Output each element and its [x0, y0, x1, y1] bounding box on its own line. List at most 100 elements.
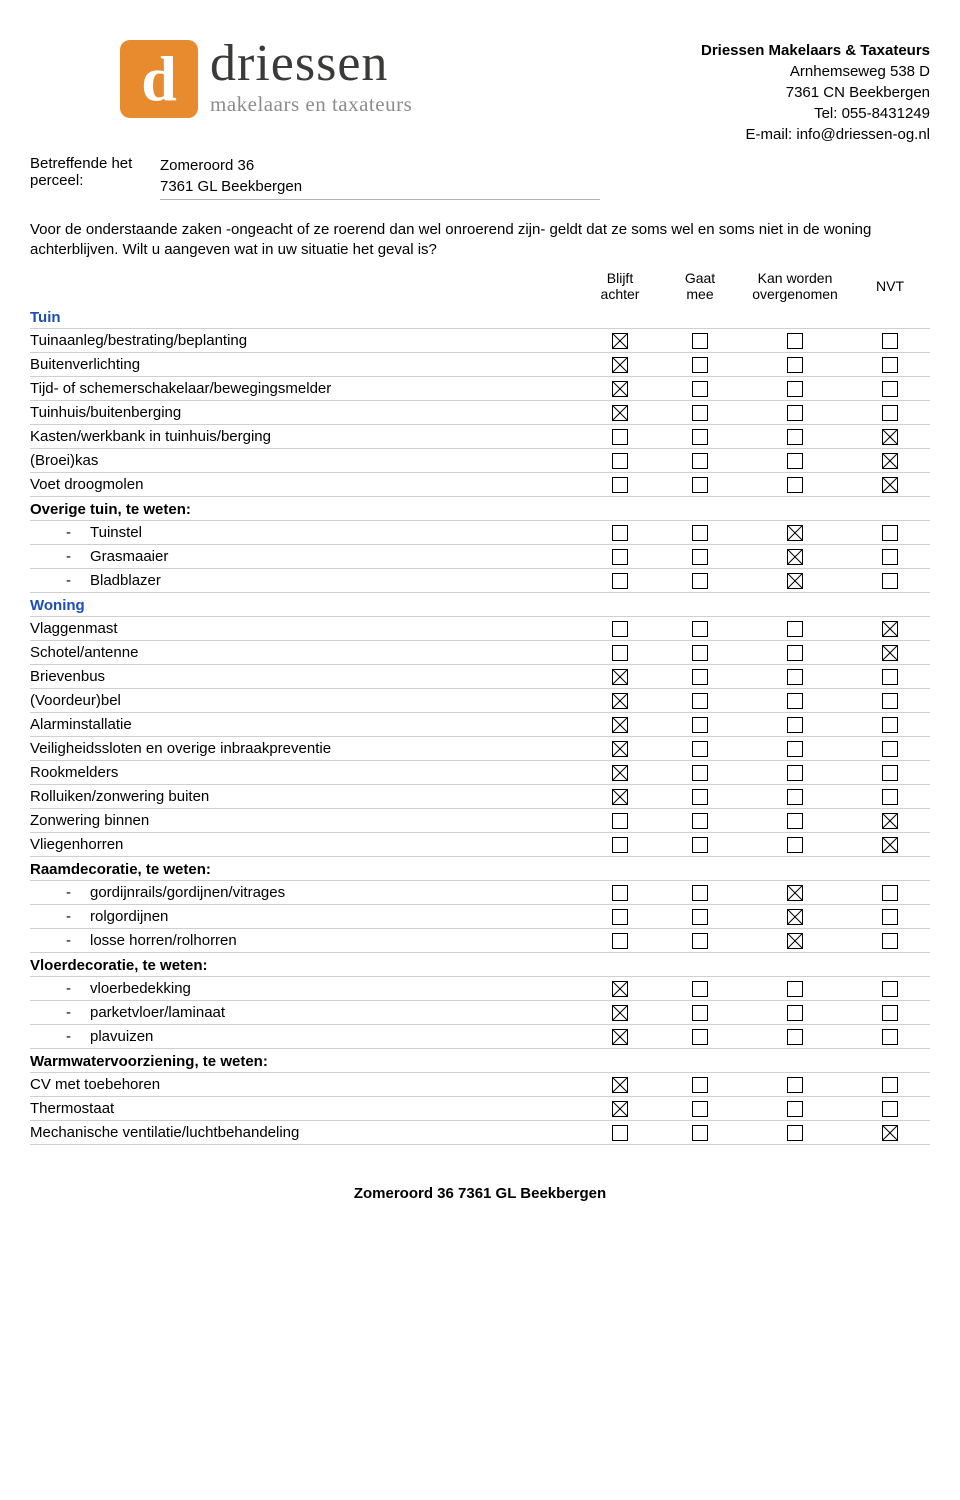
checkbox-empty-icon[interactable]: [882, 573, 898, 589]
checkbox-empty-icon[interactable]: [882, 765, 898, 781]
checkbox-empty-icon[interactable]: [787, 837, 803, 853]
checkbox-empty-icon[interactable]: [787, 981, 803, 997]
checkbox-checked-icon[interactable]: [882, 477, 898, 493]
checkbox-empty-icon[interactable]: [787, 621, 803, 637]
checkbox-checked-icon[interactable]: [612, 333, 628, 349]
checkbox-empty-icon[interactable]: [882, 933, 898, 949]
checkbox-empty-icon[interactable]: [692, 717, 708, 733]
checkbox-empty-icon[interactable]: [882, 1005, 898, 1021]
checkbox-checked-icon[interactable]: [882, 645, 898, 661]
checkbox-empty-icon[interactable]: [787, 1029, 803, 1045]
checkbox-empty-icon[interactable]: [882, 909, 898, 925]
checkbox-checked-icon[interactable]: [612, 669, 628, 685]
checkbox-empty-icon[interactable]: [692, 1101, 708, 1117]
checkbox-empty-icon[interactable]: [692, 381, 708, 397]
checkbox-empty-icon[interactable]: [692, 477, 708, 493]
checkbox-empty-icon[interactable]: [692, 525, 708, 541]
checkbox-empty-icon[interactable]: [692, 837, 708, 853]
checkbox-checked-icon[interactable]: [882, 621, 898, 637]
checkbox-empty-icon[interactable]: [692, 405, 708, 421]
checkbox-empty-icon[interactable]: [787, 453, 803, 469]
checkbox-empty-icon[interactable]: [692, 549, 708, 565]
checkbox-empty-icon[interactable]: [612, 885, 628, 901]
checkbox-empty-icon[interactable]: [692, 765, 708, 781]
checkbox-checked-icon[interactable]: [612, 765, 628, 781]
checkbox-empty-icon[interactable]: [692, 1029, 708, 1045]
checkbox-empty-icon[interactable]: [787, 765, 803, 781]
checkbox-empty-icon[interactable]: [882, 381, 898, 397]
checkbox-empty-icon[interactable]: [692, 621, 708, 637]
checkbox-checked-icon[interactable]: [787, 885, 803, 901]
checkbox-checked-icon[interactable]: [612, 693, 628, 709]
checkbox-empty-icon[interactable]: [692, 573, 708, 589]
checkbox-checked-icon[interactable]: [612, 717, 628, 733]
checkbox-empty-icon[interactable]: [692, 909, 708, 925]
checkbox-empty-icon[interactable]: [612, 453, 628, 469]
checkbox-checked-icon[interactable]: [612, 741, 628, 757]
checkbox-empty-icon[interactable]: [692, 885, 708, 901]
checkbox-empty-icon[interactable]: [787, 1101, 803, 1117]
checkbox-empty-icon[interactable]: [692, 1077, 708, 1093]
checkbox-empty-icon[interactable]: [882, 1101, 898, 1117]
checkbox-empty-icon[interactable]: [692, 813, 708, 829]
checkbox-empty-icon[interactable]: [787, 333, 803, 349]
checkbox-empty-icon[interactable]: [612, 573, 628, 589]
checkbox-empty-icon[interactable]: [882, 525, 898, 541]
checkbox-empty-icon[interactable]: [882, 669, 898, 685]
checkbox-checked-icon[interactable]: [612, 1005, 628, 1021]
checkbox-empty-icon[interactable]: [692, 357, 708, 373]
checkbox-checked-icon[interactable]: [787, 525, 803, 541]
checkbox-empty-icon[interactable]: [787, 477, 803, 493]
checkbox-empty-icon[interactable]: [692, 333, 708, 349]
checkbox-empty-icon[interactable]: [787, 1077, 803, 1093]
checkbox-empty-icon[interactable]: [612, 837, 628, 853]
checkbox-empty-icon[interactable]: [882, 717, 898, 733]
checkbox-empty-icon[interactable]: [612, 1125, 628, 1141]
checkbox-empty-icon[interactable]: [882, 693, 898, 709]
checkbox-empty-icon[interactable]: [787, 1005, 803, 1021]
checkbox-empty-icon[interactable]: [787, 381, 803, 397]
checkbox-empty-icon[interactable]: [612, 645, 628, 661]
checkbox-empty-icon[interactable]: [692, 1125, 708, 1141]
checkbox-checked-icon[interactable]: [787, 909, 803, 925]
checkbox-checked-icon[interactable]: [612, 1029, 628, 1045]
checkbox-checked-icon[interactable]: [787, 933, 803, 949]
checkbox-empty-icon[interactable]: [787, 357, 803, 373]
checkbox-checked-icon[interactable]: [882, 429, 898, 445]
checkbox-empty-icon[interactable]: [612, 549, 628, 565]
checkbox-checked-icon[interactable]: [612, 1077, 628, 1093]
checkbox-empty-icon[interactable]: [692, 789, 708, 805]
checkbox-checked-icon[interactable]: [612, 381, 628, 397]
checkbox-empty-icon[interactable]: [787, 717, 803, 733]
checkbox-checked-icon[interactable]: [612, 1101, 628, 1117]
checkbox-empty-icon[interactable]: [692, 645, 708, 661]
checkbox-empty-icon[interactable]: [612, 813, 628, 829]
checkbox-empty-icon[interactable]: [787, 645, 803, 661]
checkbox-checked-icon[interactable]: [612, 357, 628, 373]
checkbox-empty-icon[interactable]: [882, 1029, 898, 1045]
checkbox-empty-icon[interactable]: [882, 981, 898, 997]
checkbox-checked-icon[interactable]: [882, 813, 898, 829]
checkbox-checked-icon[interactable]: [612, 789, 628, 805]
checkbox-empty-icon[interactable]: [692, 669, 708, 685]
checkbox-empty-icon[interactable]: [787, 741, 803, 757]
checkbox-empty-icon[interactable]: [612, 429, 628, 445]
checkbox-checked-icon[interactable]: [882, 837, 898, 853]
checkbox-empty-icon[interactable]: [787, 669, 803, 685]
checkbox-empty-icon[interactable]: [692, 933, 708, 949]
checkbox-empty-icon[interactable]: [612, 477, 628, 493]
checkbox-empty-icon[interactable]: [882, 549, 898, 565]
checkbox-empty-icon[interactable]: [882, 405, 898, 421]
checkbox-empty-icon[interactable]: [882, 1077, 898, 1093]
checkbox-empty-icon[interactable]: [787, 1125, 803, 1141]
checkbox-checked-icon[interactable]: [882, 1125, 898, 1141]
checkbox-empty-icon[interactable]: [612, 621, 628, 637]
checkbox-empty-icon[interactable]: [882, 885, 898, 901]
checkbox-empty-icon[interactable]: [692, 981, 708, 997]
checkbox-empty-icon[interactable]: [692, 741, 708, 757]
checkbox-empty-icon[interactable]: [692, 453, 708, 469]
checkbox-empty-icon[interactable]: [692, 693, 708, 709]
checkbox-checked-icon[interactable]: [882, 453, 898, 469]
checkbox-empty-icon[interactable]: [787, 405, 803, 421]
checkbox-empty-icon[interactable]: [787, 693, 803, 709]
